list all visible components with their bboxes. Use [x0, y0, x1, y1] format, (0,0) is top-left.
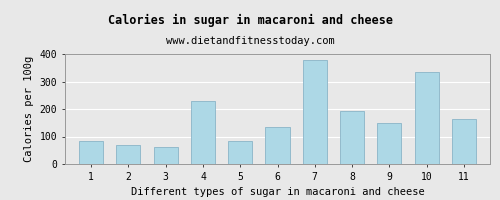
X-axis label: Different types of sugar in macaroni and cheese: Different types of sugar in macaroni and…: [130, 187, 424, 197]
Bar: [79, 141, 103, 164]
Bar: [154, 147, 178, 164]
Text: Calories in sugar in macaroni and cheese: Calories in sugar in macaroni and cheese: [108, 14, 393, 27]
Bar: [228, 141, 252, 164]
Bar: [452, 119, 476, 164]
Bar: [302, 60, 327, 164]
Bar: [414, 72, 438, 164]
Bar: [340, 111, 364, 164]
Bar: [116, 145, 140, 164]
Bar: [191, 101, 215, 164]
Bar: [377, 123, 402, 164]
Bar: [266, 127, 289, 164]
Y-axis label: Calories per 100g: Calories per 100g: [24, 56, 34, 162]
Text: www.dietandfitnesstoday.com: www.dietandfitnesstoday.com: [166, 36, 334, 46]
